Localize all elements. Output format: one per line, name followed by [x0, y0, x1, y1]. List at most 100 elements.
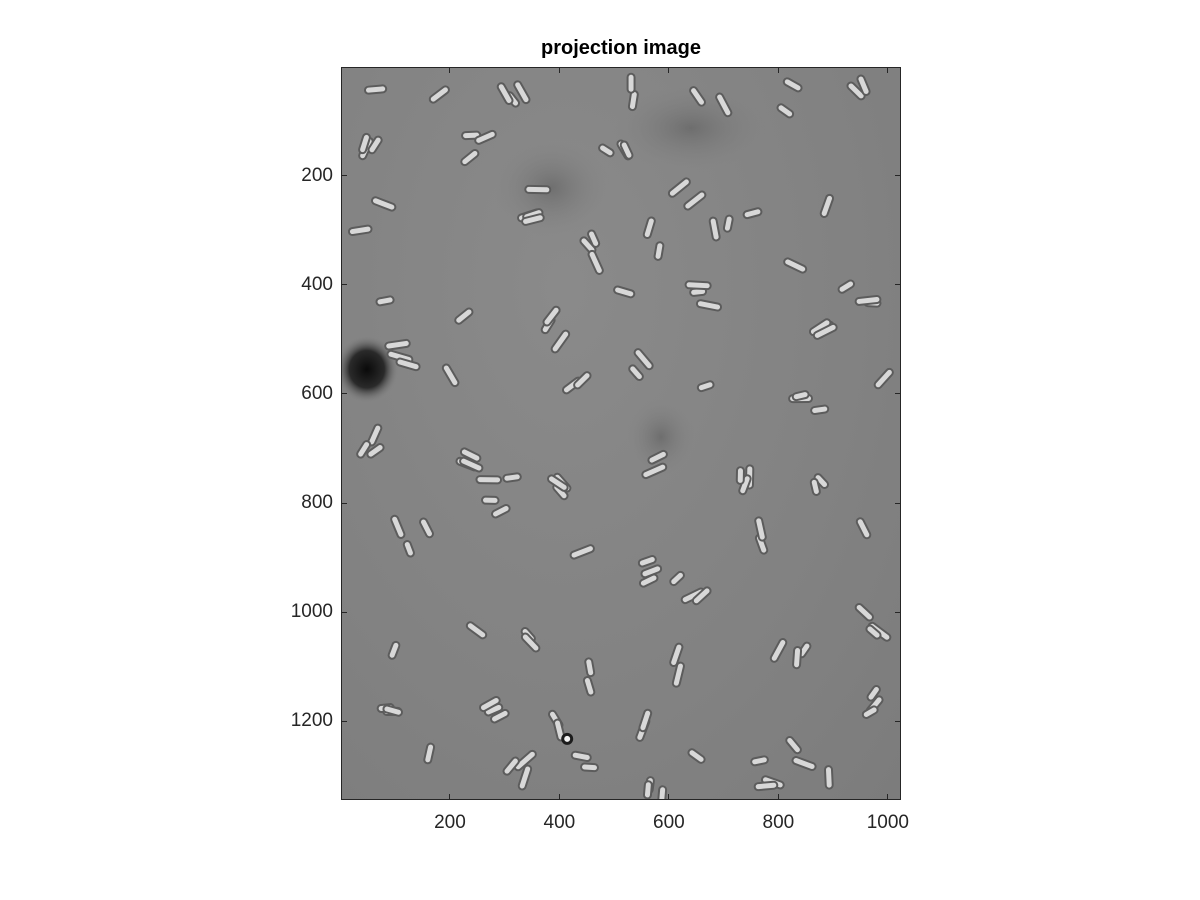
rod-cell [384, 338, 411, 351]
x-tick-mark [777, 794, 779, 800]
rod-cell [680, 587, 706, 605]
y-tick-mark [895, 284, 901, 286]
rod-cell [812, 322, 838, 340]
x-tick-mark [887, 67, 889, 73]
rod-cell [638, 573, 659, 588]
rod-cell [738, 474, 752, 496]
dark-halo [491, 138, 612, 238]
rod-cell [513, 749, 537, 772]
y-tick-label: 1200 [290, 710, 333, 732]
rod-cell [496, 82, 514, 105]
rod-cell [483, 702, 504, 717]
rod-cell [671, 661, 685, 688]
rod-cell [584, 657, 596, 678]
rod-cell [423, 742, 436, 765]
x-tick-mark [449, 67, 451, 73]
rod-cell [791, 756, 817, 771]
rod-cell [769, 638, 788, 663]
rod-cell [865, 624, 882, 640]
rod-cell [626, 72, 636, 94]
x-tick-mark [777, 67, 779, 73]
rod-cell [419, 517, 434, 539]
rod-cell [367, 135, 383, 155]
x-tick-mark [558, 794, 560, 800]
rod-cell [580, 762, 599, 773]
rod-cell [474, 129, 497, 145]
rod-cell [479, 695, 501, 713]
rod-cell [866, 684, 881, 702]
rod-cell [669, 570, 685, 587]
microscopy-image [342, 72, 894, 799]
x-tick-label: 1000 [866, 812, 909, 833]
rod-cell [669, 642, 684, 667]
rod-cell [819, 193, 835, 218]
rod-cell [546, 474, 569, 492]
x-tick-mark [449, 794, 451, 800]
rod-cell [684, 280, 712, 291]
rod-cell [367, 423, 383, 447]
y-tick-mark [341, 284, 347, 286]
rod-cell [387, 640, 401, 660]
rod-cell [633, 348, 654, 371]
rod-cell [363, 84, 388, 95]
rod-cell [582, 676, 596, 697]
rod-cell [742, 207, 763, 220]
y-tick-mark [895, 393, 901, 395]
rod-cell [837, 279, 856, 294]
rod-cell [465, 621, 488, 640]
rod-cell [657, 785, 668, 799]
rod-cell [460, 149, 480, 167]
rod-cell [873, 367, 894, 390]
rod-cell [356, 440, 372, 459]
rod-cell [521, 213, 545, 226]
rod-cell [641, 462, 668, 480]
rod-cell [573, 371, 592, 390]
rod-cell [579, 236, 597, 255]
rod-cell [776, 103, 795, 119]
rod-cell [782, 77, 803, 93]
rod-cell [750, 755, 769, 767]
rod-cell [459, 447, 482, 463]
rod-cell [428, 85, 450, 104]
rod-cell [619, 140, 634, 160]
rod-cell [856, 74, 871, 96]
rod-cell [785, 735, 802, 755]
rod-cell [570, 750, 592, 762]
y-tick-label: 400 [301, 273, 333, 295]
rod-cell [637, 555, 657, 568]
y-tick-label: 800 [301, 492, 333, 514]
rod-cell [502, 756, 520, 776]
rod-cell [695, 299, 723, 312]
rod-cell [642, 216, 656, 240]
rod-cell [722, 214, 734, 233]
rod-cell [667, 177, 691, 198]
dark-halo [625, 397, 696, 477]
rod-cell [687, 748, 706, 764]
rod-cell [846, 81, 866, 101]
rod-cell [808, 318, 832, 337]
rod-cell [550, 329, 571, 354]
x-tick-mark [668, 67, 670, 73]
rod-cell [753, 780, 779, 792]
y-tick-mark [341, 611, 347, 613]
rod-cell [855, 517, 872, 540]
rod-cell [502, 472, 522, 483]
rod-cell [587, 229, 601, 248]
y-tick-label: 200 [301, 164, 333, 186]
y-tick-label: 1000 [290, 601, 333, 623]
rod-cell [754, 516, 767, 542]
rod-cell [390, 514, 406, 539]
x-tick-label: 800 [762, 812, 795, 833]
rod-cell [569, 544, 595, 560]
x-tick-label: 200 [434, 812, 466, 833]
image-axes [341, 67, 901, 800]
x-tick-mark [887, 794, 889, 800]
rod-cell [783, 257, 808, 274]
rod-cell [696, 380, 715, 393]
y-tick-mark [341, 393, 347, 395]
rod-cell [441, 363, 460, 388]
rod-cell [598, 143, 615, 158]
rod-cell [520, 632, 541, 653]
rod-cell [640, 564, 663, 579]
rod-cell [370, 196, 397, 212]
